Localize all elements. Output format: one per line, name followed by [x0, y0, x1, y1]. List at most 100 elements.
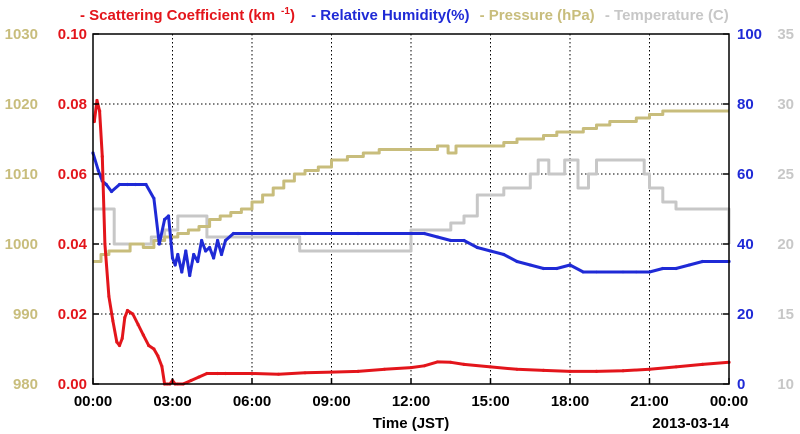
x-tick-label: 21:00 — [630, 393, 668, 410]
y-tick-label-humidity: 60 — [737, 166, 754, 183]
series-point-scattering — [700, 362, 705, 366]
series-point-humidity — [700, 259, 705, 264]
y-tick-label-temperature: 20 — [777, 236, 794, 253]
series-point-humidity — [208, 245, 212, 250]
series-point-scattering — [568, 369, 572, 373]
series-layer — [91, 98, 731, 386]
series-point-humidity — [162, 217, 167, 222]
series-point-scattering — [123, 315, 127, 320]
series-point-scattering — [115, 340, 119, 344]
x-tick-label: 12:00 — [392, 393, 430, 410]
series-point-scattering — [674, 365, 678, 369]
series-point-humidity — [125, 182, 130, 187]
series-point-scattering — [303, 371, 307, 375]
series-point-humidity — [488, 249, 493, 253]
series-point-scattering — [103, 242, 107, 246]
series-point-humidity — [170, 256, 175, 260]
series-point-scattering — [98, 109, 102, 113]
series-point-scattering — [250, 371, 254, 376]
series-point-humidity — [173, 263, 177, 267]
series-point-humidity — [568, 263, 572, 267]
series-point-scattering — [117, 343, 122, 348]
series-point-humidity — [219, 252, 224, 257]
series-point-scattering — [205, 371, 209, 376]
y-tick-label-humidity: 20 — [737, 306, 754, 323]
series-point-scattering — [111, 319, 115, 323]
series-point-scattering — [197, 375, 201, 379]
legend-temperature: - Temperature (C) — [604, 7, 729, 24]
series-point-humidity — [223, 238, 228, 243]
series-point-humidity — [196, 259, 200, 264]
y-tick-label-temperature: 30 — [777, 96, 794, 113]
x-tick-label: 00:00 — [74, 393, 112, 410]
ticks: 00:00 03:00 06:00 09:00 12:00 15:00 18:00 21:00… — [5, 26, 794, 410]
series-point-humidity — [449, 238, 453, 243]
series-point-scattering — [541, 368, 546, 372]
y-tick-label-pressure: 1020 — [5, 96, 38, 113]
x-tick-label: 18:00 — [551, 393, 589, 410]
series-point-humidity — [581, 270, 585, 274]
y-tick-label-pressure: 1000 — [5, 236, 38, 253]
series-point-humidity — [462, 238, 466, 243]
series-point-scattering — [160, 364, 164, 369]
series-line-scattering — [92, 99, 730, 386]
series-point-humidity — [661, 266, 665, 271]
series-point-scattering — [147, 343, 151, 348]
series-point-scattering — [120, 336, 124, 341]
series-point-humidity — [184, 249, 188, 253]
series-point-humidity — [215, 238, 220, 243]
series-point-humidity — [109, 189, 114, 194]
series-point-humidity — [475, 245, 479, 250]
series-point-scattering — [100, 154, 104, 159]
series-point-humidity — [96, 168, 100, 173]
series-point-scattering — [156, 354, 160, 358]
series-point-humidity — [204, 249, 208, 253]
series-point-humidity — [435, 235, 440, 239]
series-point-scattering — [329, 370, 334, 374]
series-point-scattering — [141, 333, 145, 337]
series-point-scattering — [276, 372, 281, 376]
y-tick-label-temperature: 25 — [777, 166, 794, 183]
series-point-humidity — [687, 263, 691, 267]
series-point-scattering — [136, 322, 140, 327]
series-point-scattering — [488, 365, 493, 369]
y-tick-label-pressure: 1010 — [5, 166, 38, 183]
series-point-scattering — [435, 360, 440, 364]
legend: - Scattering Coefficient (km -1) - Relati… — [80, 6, 760, 24]
series-point-humidity — [192, 252, 196, 257]
series-point-humidity — [674, 266, 678, 271]
x-tick-label: 00:00 — [710, 393, 748, 410]
y-tick-label-pressure: 990 — [13, 306, 38, 323]
date-label: 2013-03-14 — [652, 415, 729, 432]
y-tick-label-pressure: 1030 — [5, 26, 38, 43]
x-tick-label: 09:00 — [312, 393, 350, 410]
series-point-humidity — [409, 231, 413, 236]
series-point-humidity — [133, 182, 137, 187]
y-tick-label-scattering: 0.10 — [58, 26, 87, 43]
series-point-scattering — [409, 365, 413, 370]
series-point-scattering — [131, 312, 135, 316]
series-point-scattering — [107, 294, 111, 299]
series-point-humidity — [250, 231, 254, 236]
y-tick-label-temperature: 15 — [777, 306, 794, 323]
series-point-humidity — [188, 273, 192, 278]
series-point-scattering — [449, 360, 453, 364]
y-tick-label-humidity: 80 — [737, 96, 754, 113]
series-point-humidity — [356, 231, 360, 236]
series-point-scattering — [215, 371, 220, 376]
series-point-humidity — [515, 259, 519, 264]
series-point-humidity — [211, 256, 216, 260]
series-point-humidity — [152, 196, 156, 201]
x-tick-label: 06:00 — [233, 393, 271, 410]
series-point-scattering — [95, 98, 99, 103]
series-point-scattering — [356, 369, 360, 373]
series-point-humidity — [166, 214, 171, 218]
series-point-scattering — [152, 347, 156, 351]
series-point-humidity — [594, 270, 599, 274]
series-point-humidity — [634, 270, 638, 274]
series-line-pressure — [93, 109, 729, 263]
series-point-humidity — [117, 182, 122, 187]
series-point-humidity — [104, 182, 108, 187]
series-point-scattering — [462, 362, 466, 366]
